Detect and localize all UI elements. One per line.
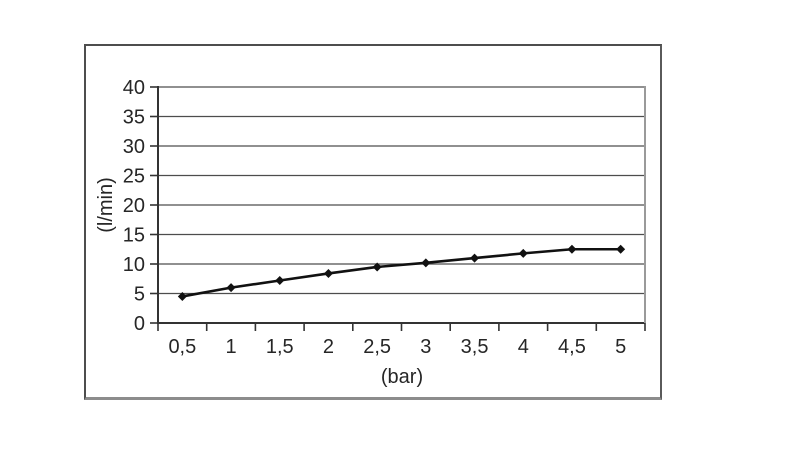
data-point-marker	[177, 291, 187, 301]
x-tick-label: 2	[323, 336, 334, 358]
data-point-marker	[616, 244, 626, 254]
tick-labels: 0 5 10 15 20 25 30 35 40 0,5 1 1,5 2 2,5 3 3,5 4 4,5 5	[123, 77, 626, 358]
data-point-marker	[470, 253, 480, 263]
data-point-marker	[275, 276, 285, 286]
x-tick-label: 3	[420, 336, 431, 358]
data-point-marker	[226, 283, 236, 293]
y-tick-label: 15	[123, 225, 145, 247]
y-tick-label: 5	[134, 284, 145, 306]
x-tick-label: 1,5	[266, 336, 294, 358]
x-tick-label: 0,5	[168, 336, 196, 358]
y-tick-label: 25	[123, 166, 145, 188]
y-axis-label: (l/min)	[95, 177, 117, 233]
axis-ticks	[150, 86, 646, 331]
y-tick-label: 40	[123, 77, 145, 99]
gridlines	[158, 86, 645, 295]
y-tick-label: 30	[123, 136, 145, 158]
x-tick-label: 3,5	[461, 336, 489, 358]
data-point-marker	[372, 262, 382, 272]
data-point-marker	[421, 258, 431, 268]
data-point-marker	[323, 268, 333, 278]
flow-curve-line	[181, 247, 622, 298]
x-tick-label: 2,5	[363, 336, 391, 358]
x-axis-label: (bar)	[381, 366, 423, 388]
y-tick-label: 10	[123, 254, 145, 276]
flow-rate-chart: 0 5 10 15 20 25 30 35 40 0,5 1 1,5 2 2,5 3 3,5 4 4,5 5 (l/…	[95, 77, 646, 388]
y-tick-label: 20	[123, 195, 145, 217]
x-tick-label: 1	[225, 336, 236, 358]
chart-frame: 0 5 10 15 20 25 30 35 40 0,5 1 1,5 2 2,5 3 3,5 4 4,5 5 (l/…	[84, 44, 662, 400]
y-tick-label: 0	[134, 313, 145, 335]
data-point-marker	[518, 248, 528, 258]
y-tick-label: 35	[123, 107, 145, 129]
data-point-marker	[567, 244, 577, 254]
x-tick-label: 4	[518, 336, 529, 358]
x-tick-label: 4,5	[558, 336, 586, 358]
x-tick-label: 5	[615, 336, 626, 358]
data-series	[177, 244, 626, 301]
